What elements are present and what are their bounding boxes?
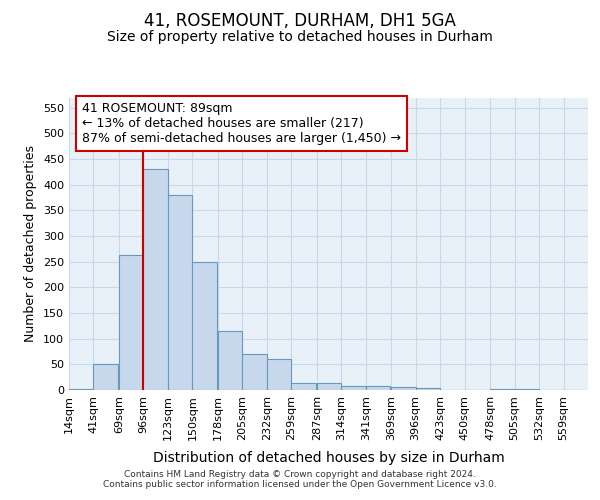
Bar bbox=[193, 262, 217, 390]
Bar bbox=[341, 386, 366, 390]
Bar bbox=[119, 255, 143, 390]
Bar bbox=[391, 387, 416, 390]
Bar bbox=[317, 384, 341, 390]
Text: Size of property relative to detached houses in Durham: Size of property relative to detached ho… bbox=[107, 30, 493, 44]
Bar bbox=[416, 388, 440, 390]
Bar bbox=[69, 389, 94, 390]
Text: Contains HM Land Registry data © Crown copyright and database right 2024.
Contai: Contains HM Land Registry data © Crown c… bbox=[103, 470, 497, 489]
Bar bbox=[168, 195, 193, 390]
X-axis label: Distribution of detached houses by size in Durham: Distribution of detached houses by size … bbox=[152, 451, 505, 465]
Text: 41, ROSEMOUNT, DURHAM, DH1 5GA: 41, ROSEMOUNT, DURHAM, DH1 5GA bbox=[144, 12, 456, 30]
Y-axis label: Number of detached properties: Number of detached properties bbox=[25, 145, 37, 342]
Bar bbox=[218, 331, 242, 390]
Text: 41 ROSEMOUNT: 89sqm
← 13% of detached houses are smaller (217)
87% of semi-detac: 41 ROSEMOUNT: 89sqm ← 13% of detached ho… bbox=[82, 102, 401, 145]
Bar bbox=[94, 364, 118, 390]
Bar bbox=[143, 170, 168, 390]
Bar bbox=[242, 354, 267, 390]
Bar bbox=[267, 359, 291, 390]
Bar bbox=[291, 384, 316, 390]
Bar bbox=[366, 386, 390, 390]
Bar bbox=[490, 389, 515, 390]
